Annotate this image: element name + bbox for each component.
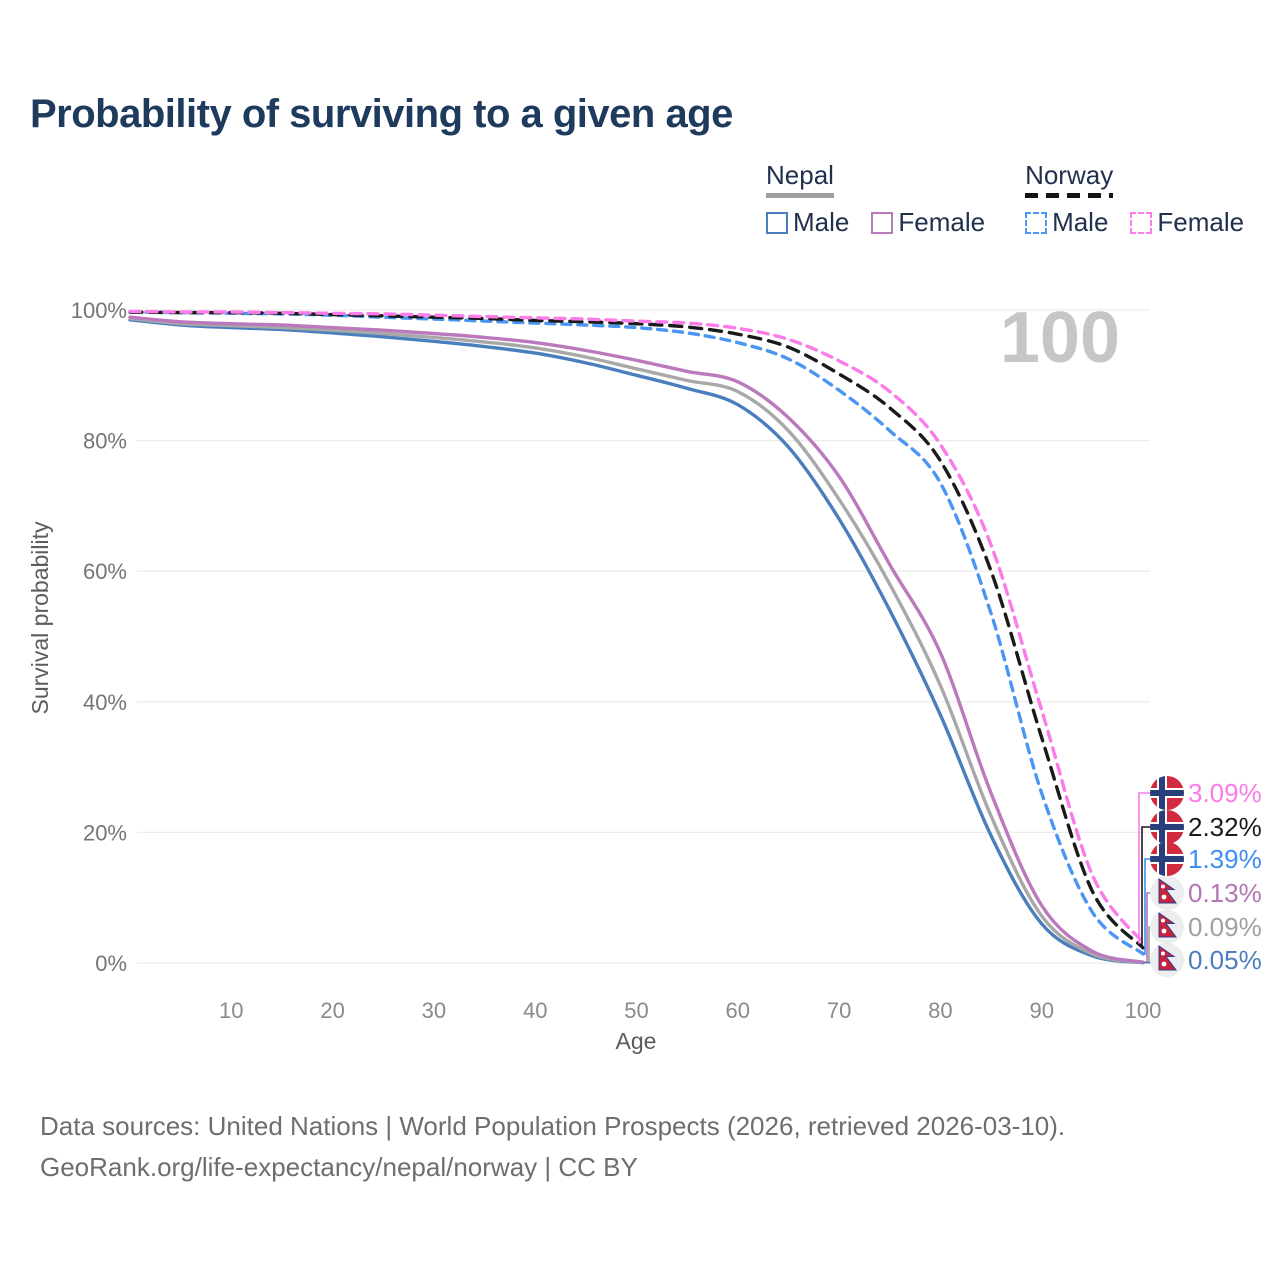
svg-text:60: 60 bbox=[726, 998, 750, 1023]
svg-text:80%: 80% bbox=[83, 429, 127, 454]
norway-flag-icon bbox=[1150, 810, 1184, 844]
series-end-labels: 3.09% 2.32% 1.39% 0.13% bbox=[1138, 776, 1262, 977]
page-title: Probability of surviving to a given age bbox=[30, 92, 733, 136]
series-line-nepal-female bbox=[128, 315, 1145, 964]
series-line-norway-male bbox=[128, 310, 1145, 956]
legend-item-nepal-female[interactable]: Female bbox=[871, 207, 985, 238]
series-line-nepal-both-sexes bbox=[128, 316, 1145, 965]
nepal-flag-icon bbox=[1150, 910, 1184, 944]
svg-text:50: 50 bbox=[624, 998, 648, 1023]
end-label-value-norway-both-sexes[interactable]: 2.32% bbox=[1188, 812, 1262, 842]
end-label-value-norway-male[interactable]: 1.39% bbox=[1188, 844, 1262, 874]
svg-text:20%: 20% bbox=[83, 820, 127, 845]
footer-datasource-line: Data sources: United Nations | World Pop… bbox=[40, 1111, 1066, 1141]
y-axis-ticks: 0% 20% 40% 60% 80% 100% bbox=[71, 298, 127, 976]
hover-age-watermark: 100 bbox=[1000, 298, 1120, 378]
svg-text:100%: 100% bbox=[71, 298, 127, 323]
y-axis-title: Survival probability bbox=[27, 521, 53, 715]
chart-legend: Nepal Male Female Norway Male Female bbox=[766, 160, 1244, 238]
norway-flag-icon bbox=[1150, 776, 1184, 810]
legend-label: Female bbox=[1157, 207, 1245, 237]
svg-text:60%: 60% bbox=[83, 559, 127, 584]
footer-attribution-line: GeoRank.org/life-expectancy/nepal/norway… bbox=[40, 1152, 638, 1182]
svg-text:70: 70 bbox=[827, 998, 851, 1023]
legend-item-norway-male[interactable]: Male bbox=[1025, 207, 1108, 238]
svg-text:90: 90 bbox=[1029, 998, 1053, 1023]
legend-item-nepal-male[interactable]: Male bbox=[766, 207, 849, 238]
series-line-norway-female bbox=[128, 309, 1145, 945]
svg-text:10: 10 bbox=[219, 998, 243, 1023]
legend-label: Male bbox=[793, 207, 850, 237]
legend-label: Female bbox=[898, 207, 986, 237]
legend-swatch-nepal-male bbox=[766, 211, 788, 234]
legend-label: Male bbox=[1052, 207, 1109, 237]
end-label-value-nepal-male[interactable]: 0.05% bbox=[1188, 945, 1262, 975]
series-line-norway-both-sexes bbox=[128, 310, 1145, 950]
legend-swatch-nepal-female bbox=[871, 211, 894, 234]
svg-text:100: 100 bbox=[1125, 998, 1162, 1023]
end-label-value-nepal-both-sexes[interactable]: 0.09% bbox=[1188, 912, 1262, 942]
end-label-connector-norway-male bbox=[1143, 858, 1150, 955]
x-axis-title: Age bbox=[616, 1028, 657, 1054]
svg-text:80: 80 bbox=[928, 998, 952, 1023]
legend-country-nepal[interactable]: Nepal bbox=[766, 160, 834, 198]
legend-country-norway[interactable]: Norway bbox=[1025, 160, 1114, 198]
legend-group-norway: Norway Male Female bbox=[1025, 160, 1244, 238]
legend-group-nepal: Nepal Male Female bbox=[766, 160, 985, 238]
norway-flag-icon bbox=[1150, 842, 1184, 876]
legend-swatch-norway-female bbox=[1130, 211, 1153, 234]
footer: Data sources: United Nations | World Pop… bbox=[40, 1106, 1065, 1188]
svg-text:40: 40 bbox=[523, 998, 547, 1023]
nepal-flag-icon bbox=[1150, 876, 1184, 910]
end-label-value-norway-female[interactable]: 3.09% bbox=[1188, 778, 1262, 808]
x-axis-ticks: 10 20 30 40 50 60 70 80 90 100 bbox=[219, 998, 1161, 1023]
nepal-flag-icon bbox=[1150, 943, 1184, 977]
legend-item-norway-female[interactable]: Female bbox=[1130, 207, 1244, 238]
gridlines bbox=[137, 309, 1150, 964]
end-label-connector-norway-female bbox=[1138, 792, 1150, 944]
series-lines bbox=[128, 309, 1145, 965]
svg-text:0%: 0% bbox=[95, 951, 127, 976]
svg-text:20: 20 bbox=[320, 998, 344, 1023]
end-label-value-nepal-female[interactable]: 0.13% bbox=[1188, 878, 1262, 908]
svg-text:30: 30 bbox=[422, 998, 446, 1023]
legend-swatch-norway-male bbox=[1025, 211, 1048, 234]
series-line-nepal-male bbox=[128, 318, 1145, 965]
end-label-connector-norway-both-sexes bbox=[1141, 826, 1150, 949]
svg-text:40%: 40% bbox=[83, 690, 127, 715]
